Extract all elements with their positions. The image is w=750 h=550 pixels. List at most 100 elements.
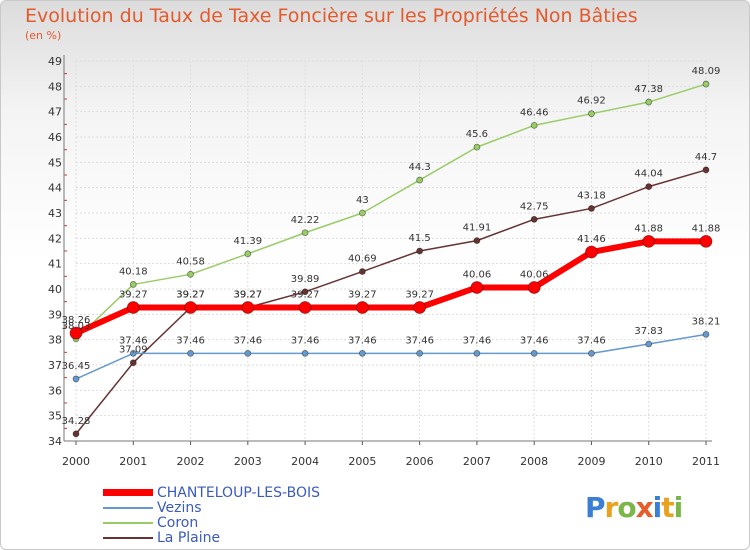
data-label: 41.88 [692,223,721,234]
data-point [184,301,197,314]
x-tick-label: 2010 [635,455,663,468]
x-tick-label: 2008 [520,455,548,468]
data-label: 36.45 [62,361,91,372]
data-label: 43 [356,195,369,206]
y-tick-label: 38 [48,334,62,347]
data-label: 39.89 [291,274,320,285]
data-label: 46.92 [577,96,606,107]
data-label: 42.22 [291,215,320,226]
x-tick-label: 2007 [463,455,491,468]
y-tick-label: 47 [48,106,62,119]
data-point [699,234,713,248]
y-tick-label: 43 [48,207,62,220]
data-point [358,349,366,357]
data-point [470,281,484,294]
data-point [585,245,598,259]
data-label: 45.6 [466,129,488,140]
data-point [642,234,656,248]
x-tick-label: 2011 [692,455,720,468]
data-label: 44.7 [695,152,717,163]
data-label: 41.5 [409,233,431,244]
data-label: 38.26 [62,315,91,326]
y-tick-label: 41 [48,258,62,271]
data-label: 37.46 [405,335,434,346]
data-point [355,301,369,314]
data-point [72,430,80,438]
data-point [416,349,424,357]
logo-letter: r [604,491,619,524]
x-tick-label: 2009 [577,455,605,468]
data-label: 39.27 [176,289,205,300]
data-label: 37.46 [176,335,205,346]
data-point [241,301,255,314]
data-label: 37.46 [119,335,148,346]
data-point [588,349,595,357]
data-point [527,281,541,294]
legend-item-la-plaine: La Plaine [103,529,320,546]
data-label: 37.46 [348,335,377,346]
data-point [416,176,424,184]
series-line-0 [74,238,706,336]
data-point [702,330,710,338]
data-label: 37.46 [291,335,320,346]
data-point [645,340,653,348]
data-label: 41.46 [577,234,606,245]
series-labels: 38.03 40.18 40.58 41.39 42.22 43 44.3 45.6 46.46… [62,66,721,427]
data-point [473,237,481,245]
y-tick-label: 44 [48,182,62,195]
data-point [702,80,710,88]
data-point [69,326,83,340]
legend-item-vezins: Vezins [103,499,320,516]
legend-swatch-la-plaine [103,536,153,539]
logo-letter: t [661,491,674,524]
data-point [126,301,140,314]
data-point [530,349,538,357]
data-point [473,143,481,151]
x-tick-label: 2003 [234,455,262,468]
data-label: 37.46 [577,335,606,346]
data-label: 43.18 [577,190,606,201]
data-label: 40.69 [348,254,377,265]
legend-label-chanteloup: CHANTELOUP-LES-BOIS [157,484,320,501]
data-point [473,349,481,357]
logo-letter: i [673,491,684,524]
legend: CHANTELOUP-LES-BOIS Vezins Coron La Plai… [103,484,320,546]
x-tick-label: 2002 [177,455,205,468]
legend-item-chanteloup: CHANTELOUP-LES-BOIS [103,484,320,501]
proxiti-logo: Proxiti [585,491,684,524]
data-label: 39.27 [291,289,320,300]
y-tick-label: 40 [48,283,62,296]
data-point [416,247,424,255]
data-point [645,98,653,106]
data-label: 41.88 [634,223,663,234]
x-tick-label: 2004 [291,455,319,468]
legend-label-coron: Coron [157,514,199,531]
data-point [530,215,538,223]
data-label: 42.75 [520,201,549,212]
data-point [702,166,710,174]
data-label: 46.46 [520,107,549,118]
data-point [301,229,309,237]
logo-letter: x [635,491,654,524]
legend-label-la-plaine: La Plaine [157,529,221,546]
logo-letter: P [585,491,606,524]
data-label: 40.06 [463,269,492,280]
logo-letter: o [617,491,636,524]
y-tick-label: 35 [48,410,62,423]
legend-label-vezins: Vezins [157,499,202,516]
data-label: 39.27 [348,289,377,300]
series-line-2 [75,83,707,340]
data-label: 39.27 [405,289,434,300]
data-label: 48.09 [692,66,721,77]
data-label: 41.39 [233,236,262,247]
data-point [413,301,427,314]
x-tick-label: 2000 [62,455,90,468]
series-points [69,80,713,438]
data-label: 38.03 [62,321,91,332]
y-tick-label: 46 [48,131,62,144]
data-label: 37.09 [119,345,148,356]
data-label: 39.27 [119,289,148,300]
chart-title: Evolution du Taux de Taxe Foncière sur l… [25,5,638,27]
data-label: 34.28 [62,416,91,427]
